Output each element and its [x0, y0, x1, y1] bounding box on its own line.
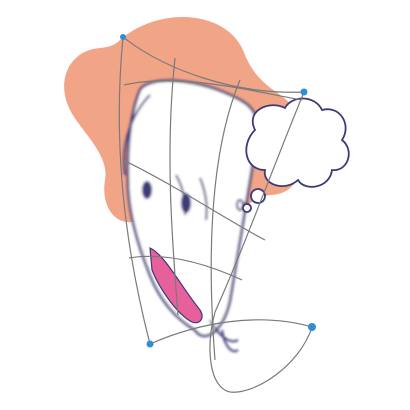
- dog-eye-left: [142, 181, 152, 199]
- warp-mesh-left-edge: [118, 36, 151, 345]
- warp-mesh-col-2: [210, 79, 241, 361]
- warp-mesh-top-edge: [122, 36, 305, 93]
- warp-mesh-right-edge: [214, 91, 305, 313]
- warp-mesh-row-1: [123, 80, 303, 101]
- warp-handles[interactable]: [120, 34, 316, 348]
- warp-mesh-bottom-edge: [149, 319, 313, 345]
- thought-bubble: [242, 97, 350, 213]
- dog-nostril-left: [236, 199, 244, 211]
- warp-mesh-bottom-curl: [209, 311, 313, 393]
- warp-handle-top-right[interactable]: [300, 88, 308, 96]
- warp-mesh-row-2: [122, 159, 266, 241]
- warp-handle-top-left[interactable]: [120, 34, 126, 40]
- warp-mesh: [118, 36, 313, 393]
- dog-cheek-line: [199, 177, 208, 221]
- dog-ear-line: [123, 94, 151, 176]
- warp-mesh-row-3: [128, 255, 243, 281]
- warp-handle-bottom-left[interactable]: [146, 340, 154, 348]
- warp-handle-bottom-right[interactable]: [308, 323, 316, 331]
- thought-bubble-dot-small: [242, 203, 252, 213]
- thought-bubble-cloud: [245, 97, 350, 188]
- warp-mesh-col-1: [169, 57, 179, 316]
